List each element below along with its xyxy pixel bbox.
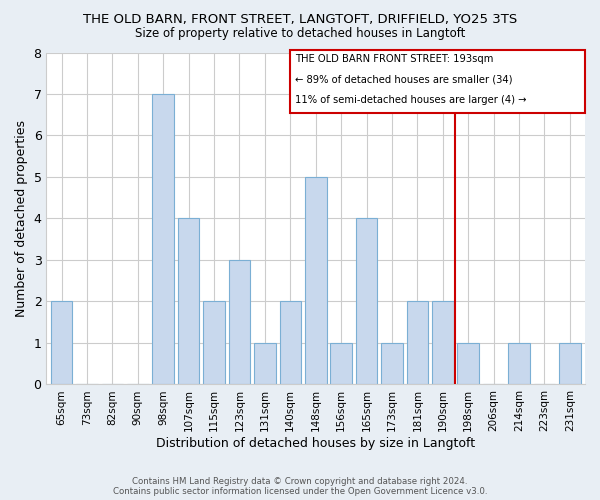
X-axis label: Distribution of detached houses by size in Langtoft: Distribution of detached houses by size … xyxy=(156,437,475,450)
Bar xyxy=(559,343,581,384)
Y-axis label: Number of detached properties: Number of detached properties xyxy=(15,120,28,317)
Bar xyxy=(152,94,174,384)
Bar xyxy=(331,343,352,384)
Text: ← 89% of detached houses are smaller (34): ← 89% of detached houses are smaller (34… xyxy=(295,74,513,85)
Bar xyxy=(356,218,377,384)
Text: 11% of semi-detached houses are larger (4) →: 11% of semi-detached houses are larger (… xyxy=(295,95,527,105)
FancyBboxPatch shape xyxy=(290,50,585,112)
Bar xyxy=(508,343,530,384)
Bar xyxy=(254,343,275,384)
Bar xyxy=(229,260,250,384)
Text: Contains public sector information licensed under the Open Government Licence v3: Contains public sector information licen… xyxy=(113,487,487,496)
Bar xyxy=(457,343,479,384)
Text: Size of property relative to detached houses in Langtoft: Size of property relative to detached ho… xyxy=(135,28,465,40)
Bar xyxy=(51,302,73,384)
Bar xyxy=(305,177,326,384)
Bar xyxy=(432,302,454,384)
Text: THE OLD BARN, FRONT STREET, LANGTOFT, DRIFFIELD, YO25 3TS: THE OLD BARN, FRONT STREET, LANGTOFT, DR… xyxy=(83,12,517,26)
Text: Contains HM Land Registry data © Crown copyright and database right 2024.: Contains HM Land Registry data © Crown c… xyxy=(132,477,468,486)
Text: THE OLD BARN FRONT STREET: 193sqm: THE OLD BARN FRONT STREET: 193sqm xyxy=(295,54,494,64)
Bar xyxy=(381,343,403,384)
Bar xyxy=(280,302,301,384)
Bar xyxy=(203,302,225,384)
Bar xyxy=(178,218,199,384)
Bar xyxy=(407,302,428,384)
